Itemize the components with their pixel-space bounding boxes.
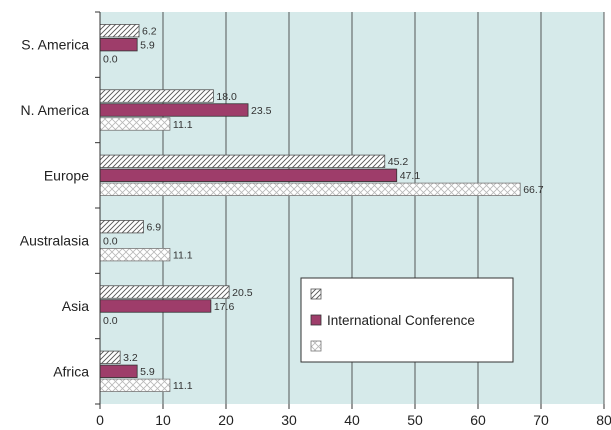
data-label: 11.1 — [173, 249, 193, 261]
data-label: 45.2 — [388, 156, 409, 168]
legend-swatch — [310, 314, 322, 326]
bar — [99, 299, 212, 313]
data-label: 11.1 — [173, 380, 193, 392]
data-label: 5.9 — [140, 366, 155, 378]
x-tick-label: 30 — [281, 412, 297, 428]
x-tick-label: 20 — [218, 412, 234, 428]
category-label: Europe — [44, 167, 89, 183]
category-label: Asia — [62, 298, 89, 314]
x-tick-label: 60 — [470, 412, 486, 428]
data-label: 3.2 — [123, 352, 138, 364]
data-label: 18.0 — [216, 91, 237, 103]
bar — [99, 364, 138, 378]
data-label: 66.7 — [523, 184, 544, 196]
bar — [99, 182, 521, 196]
data-label: 5.9 — [140, 39, 155, 51]
x-tick-label: 10 — [155, 412, 171, 428]
bar — [99, 378, 171, 392]
data-label: 0.0 — [103, 315, 118, 327]
x-tick-label: 0 — [96, 412, 104, 428]
bar — [99, 38, 138, 52]
data-label: 0.0 — [103, 235, 118, 247]
legend-swatch — [310, 288, 322, 300]
legend — [300, 277, 514, 363]
x-tick-label: 50 — [407, 412, 423, 428]
bar — [99, 154, 386, 168]
category-label: Africa — [53, 363, 89, 379]
legend-swatch — [310, 340, 322, 352]
bar — [99, 350, 121, 364]
bar — [99, 285, 230, 299]
bar — [99, 168, 398, 182]
x-tick-label: 80 — [596, 412, 611, 428]
bar — [99, 24, 140, 38]
data-label: 23.5 — [251, 105, 272, 117]
x-tick-label: 40 — [344, 412, 360, 428]
data-label: 17.6 — [214, 301, 235, 313]
data-label: 11.1 — [173, 119, 193, 131]
legend-label: International Conference — [327, 313, 475, 328]
bar — [99, 220, 144, 234]
category-label: S. America — [21, 37, 89, 53]
bar — [99, 89, 214, 103]
data-label: 6.9 — [146, 221, 161, 233]
bar — [99, 117, 171, 131]
category-label: Australasia — [20, 233, 89, 249]
category-label: N. America — [21, 102, 90, 118]
x-tick-label: 70 — [533, 412, 549, 428]
bar — [99, 248, 171, 262]
data-label: 0.0 — [103, 53, 118, 65]
data-label: 47.1 — [400, 170, 421, 182]
bar — [99, 103, 249, 117]
data-label: 6.2 — [142, 25, 157, 37]
data-label: 20.5 — [232, 287, 253, 299]
